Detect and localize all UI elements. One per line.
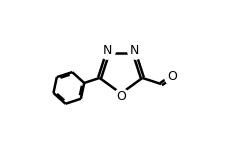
Text: O: O bbox=[116, 89, 126, 103]
Text: N: N bbox=[102, 44, 112, 57]
Text: O: O bbox=[167, 70, 177, 83]
Text: N: N bbox=[130, 44, 140, 57]
